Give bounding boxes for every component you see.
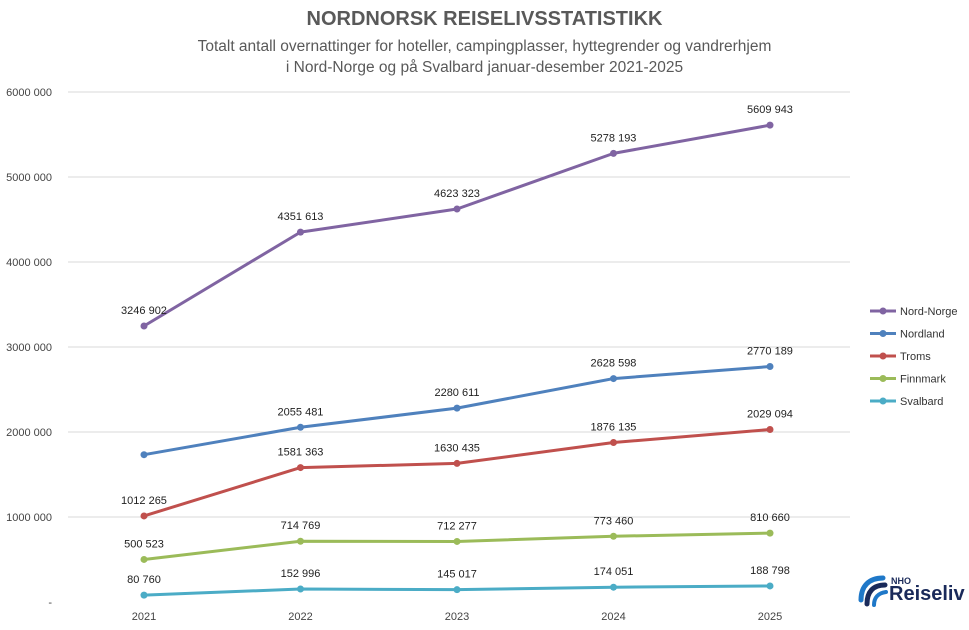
chart-title: NORDNORSK REISELIVSSTATISTIKK (306, 8, 663, 30)
data-label: 1630 435 (434, 442, 480, 454)
y-tick-label: 4000 000 (6, 257, 52, 269)
data-point (297, 585, 304, 593)
data-point (453, 537, 461, 545)
data-label: 500 523 (124, 538, 164, 550)
legend-label: Troms (900, 351, 931, 363)
y-axis: - 1000 000 2000 000 3000 000 4000 000 5000 00… (6, 87, 52, 609)
y-tick-label: 1000 000 (6, 512, 52, 524)
data-label: 2029 094 (747, 409, 793, 421)
y-tick-label: 5000 000 (6, 172, 52, 184)
data-point (766, 426, 774, 434)
data-point (610, 439, 617, 447)
data-labels: 3246 902 4351 613 4623 323 5278 193 5609 943… (121, 104, 793, 586)
data-point (610, 583, 617, 591)
data-label: 714 769 (281, 520, 321, 532)
data-label: 152 996 (281, 568, 321, 580)
x-tick-label: 2024 (601, 611, 625, 623)
series-line (142, 531, 772, 561)
data-point (140, 555, 148, 563)
subtitle-line-2: i Nord-Norge og på Svalbard januar-desem… (285, 59, 684, 76)
data-point (766, 582, 774, 590)
data-label: 2770 189 (747, 346, 793, 358)
legend-label: Nordland (900, 329, 945, 341)
chart-subtitle: Totalt antall overnattinger for hoteller… (0, 36, 969, 78)
nho-reiseliv-logo: NHO Reiseliv (857, 574, 965, 608)
data-label: 4623 323 (434, 188, 480, 200)
legend-label: Svalbard (900, 396, 943, 408)
data-label: 2628 598 (591, 358, 637, 370)
x-tick-label: 2023 (445, 611, 469, 623)
data-label: 2280 611 (434, 387, 479, 399)
y-tick-label: 6000 000 (6, 87, 52, 99)
data-point (453, 404, 461, 412)
data-point (453, 459, 461, 467)
series-line (142, 123, 772, 328)
legend-marker (879, 352, 887, 360)
legend-marker (879, 375, 887, 382)
legend-marker (879, 307, 887, 315)
legend-label: Finnmark (900, 374, 946, 386)
data-point (766, 363, 774, 371)
data-point (140, 591, 148, 599)
data-point (297, 228, 304, 236)
data-label: 1012 265 (121, 495, 167, 507)
data-point (610, 149, 617, 157)
y-tick-label: 3000 000 (6, 342, 52, 354)
y-tick-label: - (48, 597, 52, 609)
data-label: 712 277 (437, 520, 477, 532)
data-point (297, 537, 304, 545)
logo-small-text: NHO (891, 576, 911, 586)
data-point (453, 586, 461, 594)
legend-label: Nord-Norge (900, 306, 957, 318)
subtitle-line-1: Totalt antall overnattinger for hoteller… (197, 38, 772, 55)
data-label: 5609 943 (747, 104, 793, 116)
x-axis: 2021 2022 2023 2024 2025 (132, 611, 782, 623)
data-label: 80 760 (127, 574, 161, 586)
data-label: 1581 363 (278, 447, 324, 459)
legend-marker (879, 330, 887, 337)
logo-big-text: Reiseliv (889, 583, 965, 605)
data-point (453, 205, 461, 213)
gridlines (68, 91, 850, 518)
legend-marker (879, 397, 887, 405)
x-tick-label: 2025 (758, 611, 782, 623)
data-point (610, 375, 617, 383)
data-label: 145 017 (437, 569, 477, 581)
data-label: 174 051 (594, 566, 634, 578)
data-label: 1876 135 (591, 422, 637, 434)
data-point (140, 322, 148, 330)
data-label: 2055 481 (278, 406, 324, 418)
data-point (140, 512, 148, 520)
data-point (610, 532, 617, 540)
data-label: 3246 902 (121, 305, 167, 317)
data-point (140, 451, 148, 459)
data-label: 773 460 (594, 515, 634, 527)
legend: Nord-Norge Nordland Troms Finnmark Svalbard (870, 306, 957, 408)
data-label: 5278 193 (591, 132, 637, 144)
data-label: 810 660 (750, 512, 790, 524)
y-tick-label: 2000 000 (6, 427, 52, 439)
logo-mark-icon (858, 575, 888, 607)
data-point (766, 121, 774, 129)
x-tick-label: 2022 (288, 611, 312, 623)
data-label: 4351 613 (278, 211, 324, 223)
data-point (297, 464, 304, 472)
data-point (766, 529, 774, 537)
series-lines (140, 121, 774, 599)
data-label: 188 798 (750, 565, 790, 577)
data-point (297, 423, 304, 431)
x-tick-label: 2021 (132, 611, 156, 623)
